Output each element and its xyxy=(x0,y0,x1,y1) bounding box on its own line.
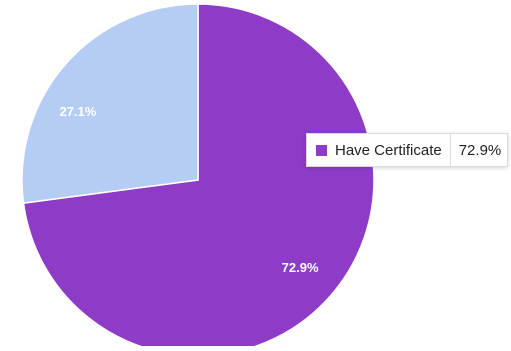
pie-slice-label-1: 72.9% xyxy=(282,260,319,275)
tooltip-swatch xyxy=(316,144,327,156)
tooltip-divider xyxy=(449,134,451,166)
pie-slice-labels: 72.9% 27.1% xyxy=(59,104,318,275)
tooltip-series-name: Have Certificate xyxy=(335,141,442,159)
tooltip: Have Certificate 72.9% xyxy=(306,133,509,167)
pie-slice-2[interactable] xyxy=(21,3,199,204)
pie-slice-1[interactable] xyxy=(22,3,375,351)
pie-slice-label-2: 27.1% xyxy=(59,104,96,119)
pie-slices xyxy=(21,3,375,351)
tooltip-value: 72.9% xyxy=(458,141,502,159)
